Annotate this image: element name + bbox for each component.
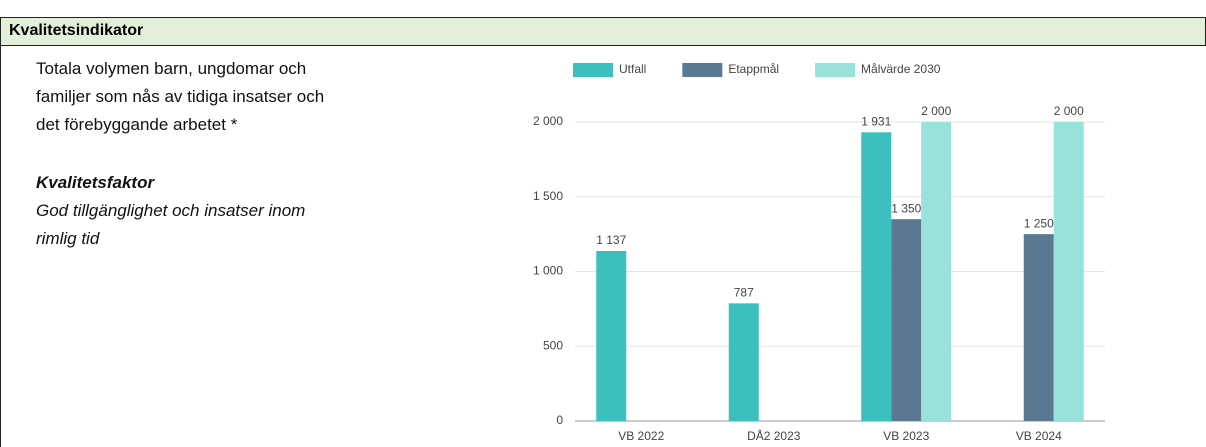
y-tick-label: 1 000 (533, 264, 563, 278)
indicator-line: Totala volymen barn, ungdomar och (36, 59, 307, 78)
bar (728, 303, 759, 421)
legend-label: Etappmål (728, 62, 779, 76)
factor-line: God tillgänglighet och insatser inom (36, 201, 306, 220)
x-tick-label: VB 2023 (883, 429, 929, 443)
header-title: Kvalitetsindikator (9, 22, 144, 39)
legend-swatch (573, 63, 613, 77)
y-tick-label: 0 (556, 413, 563, 427)
data-label: 1 350 (891, 201, 921, 215)
bar (891, 219, 922, 421)
legend-swatch (682, 63, 723, 77)
header: Kvalitetsindikator (0, 17, 1206, 46)
y-tick-label: 500 (543, 338, 563, 352)
bar (1053, 122, 1084, 421)
bar (861, 132, 892, 422)
indicator-line: familjer som nås av tidiga insatser och (36, 87, 325, 106)
bar (1023, 234, 1054, 421)
legend-swatch (815, 63, 856, 77)
border (0, 44, 1, 447)
data-label: 1 250 (1024, 216, 1054, 230)
data-label: 1 931 (861, 114, 891, 128)
indicator-line: det förebyggande arbetet * (36, 115, 238, 134)
data-label: 2 000 (1054, 104, 1084, 118)
x-tick-label: VB 2022 (618, 429, 664, 443)
data-label: 1 137 (596, 233, 626, 247)
legend-label: Målvärde 2030 (861, 62, 941, 76)
x-tick-label: DÅ2 2023 (747, 428, 801, 443)
x-tick-label: VB 2024 (1016, 429, 1062, 443)
factor-line: rimlig tid (36, 229, 100, 248)
data-label: 787 (734, 286, 754, 300)
bar (921, 122, 952, 421)
factor-title: Kvalitetsfaktor (36, 173, 155, 192)
y-tick-label: 2 000 (533, 114, 563, 128)
y-tick-label: 1 500 (533, 189, 563, 203)
legend-label: Utfall (619, 62, 646, 76)
data-label: 2 000 (921, 104, 951, 118)
bar (596, 251, 627, 421)
